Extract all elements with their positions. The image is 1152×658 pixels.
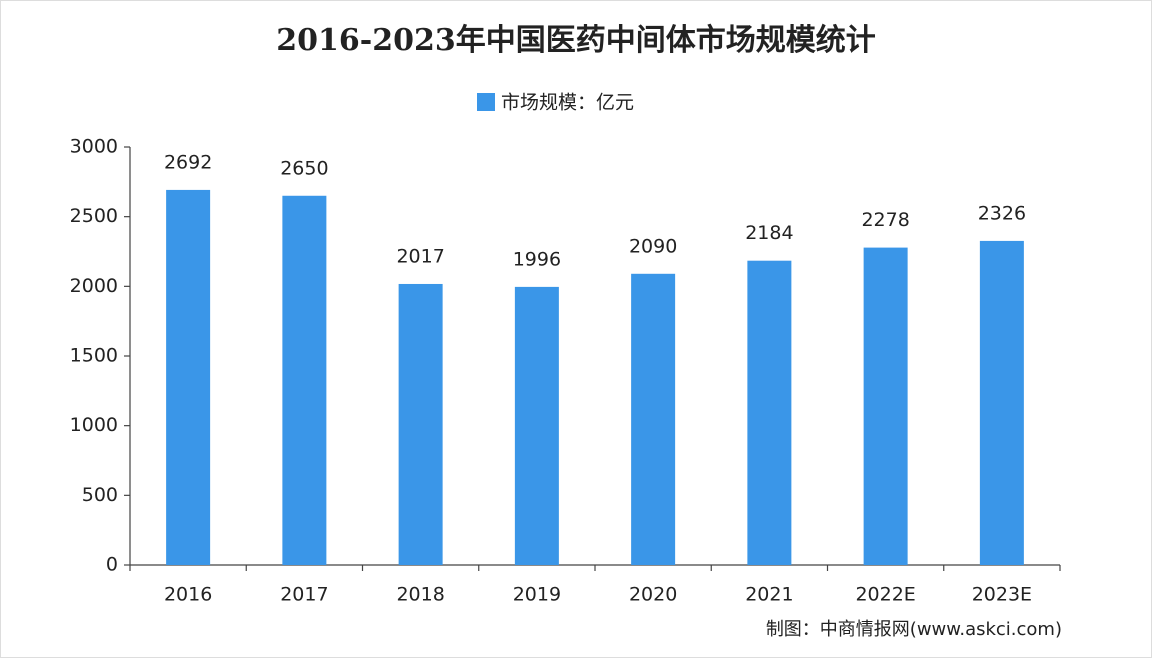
y-tick-label: 1000 [70, 414, 118, 436]
x-tick-label: 2023E [972, 584, 1032, 606]
x-tick-label: 2021 [745, 584, 793, 606]
data-label: 2692 [164, 151, 212, 173]
x-tick-label: 2019 [513, 584, 561, 606]
bar [166, 189, 211, 565]
source-note: 制图：中商情报网(www.askci.com) [766, 619, 1062, 640]
data-label: 2090 [629, 235, 677, 257]
y-tick-label: 0 [106, 554, 118, 576]
data-label: 2184 [745, 222, 793, 244]
bar [747, 260, 792, 565]
x-tick-label: 2022E [855, 584, 915, 606]
data-label: 2650 [280, 157, 328, 179]
x-tick-label: 2018 [396, 584, 444, 606]
data-label: 2017 [396, 245, 444, 267]
y-tick-label: 500 [82, 484, 118, 506]
bar [282, 195, 327, 565]
bar [631, 273, 676, 565]
x-tick-label: 2020 [629, 584, 677, 606]
bar [398, 283, 443, 565]
data-label: 1996 [513, 248, 561, 270]
y-tick-label: 1500 [70, 345, 118, 367]
legend-label: 市场规模：亿元 [501, 92, 634, 114]
data-label: 2278 [861, 209, 909, 231]
bar [979, 240, 1024, 566]
legend-swatch [477, 93, 495, 111]
bar [514, 286, 559, 565]
y-tick-label: 3000 [70, 136, 118, 158]
x-tick-label: 2017 [280, 584, 328, 606]
y-tick-label: 2000 [70, 275, 118, 297]
y-tick-label: 2500 [70, 205, 118, 227]
data-label: 2326 [978, 202, 1026, 224]
x-tick-label: 2016 [164, 584, 212, 606]
bar [863, 247, 908, 565]
chart-title: 2016-2023年中国医药中间体市场规模统计 [276, 23, 875, 58]
